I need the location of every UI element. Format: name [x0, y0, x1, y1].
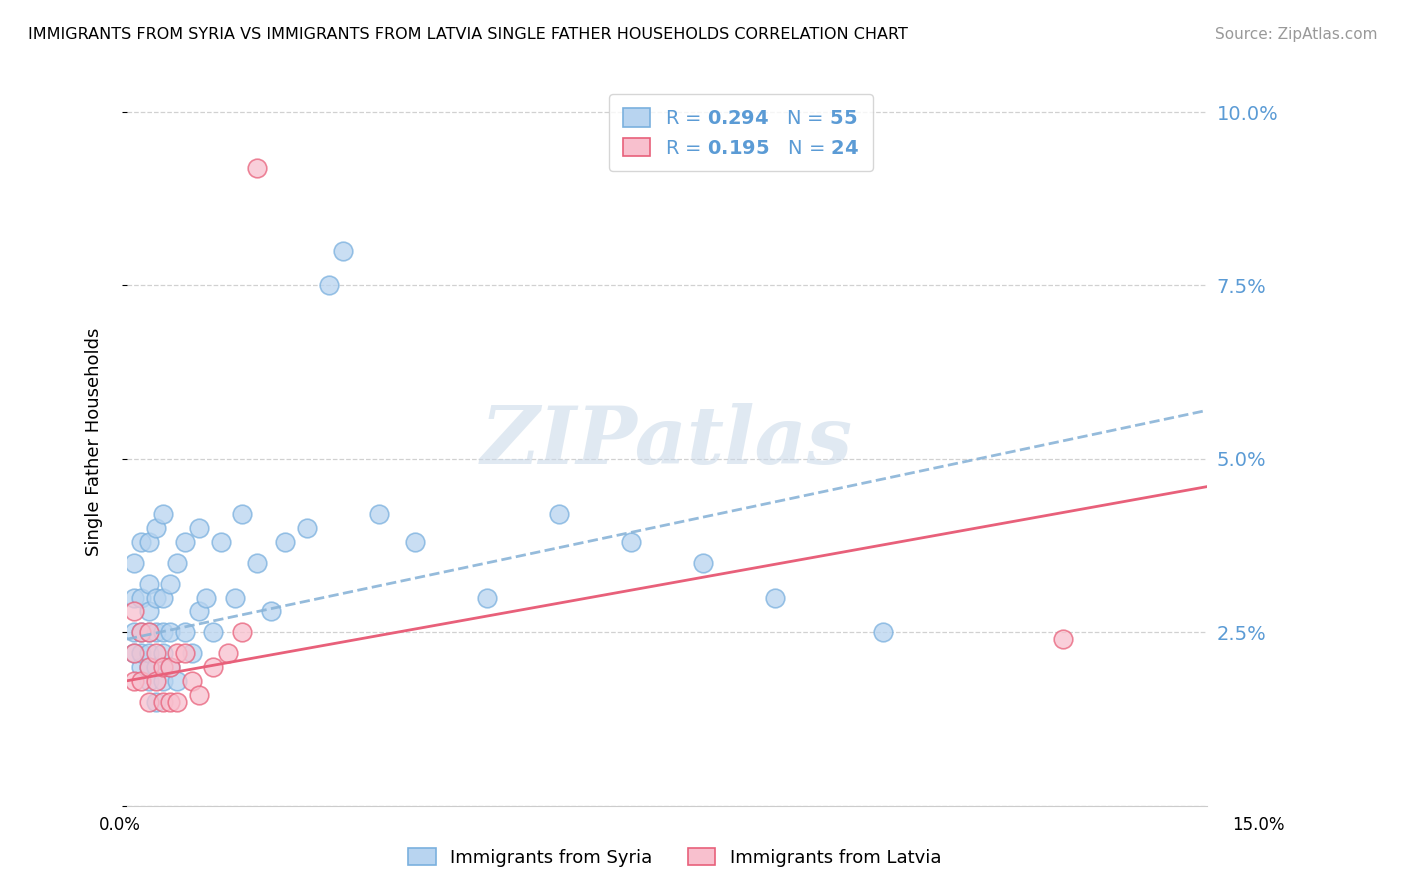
Point	[138, 673, 160, 688]
Point	[318, 278, 340, 293]
Point	[152, 508, 174, 522]
Point	[217, 646, 239, 660]
Point	[131, 660, 153, 674]
Text: Source: ZipAtlas.com: Source: ZipAtlas.com	[1215, 27, 1378, 42]
Point	[1052, 632, 1074, 647]
Point	[145, 695, 167, 709]
Point	[131, 625, 153, 640]
Y-axis label: Single Father Households: Single Father Households	[86, 327, 103, 556]
Point	[166, 695, 188, 709]
Point	[231, 508, 253, 522]
Point	[138, 625, 160, 640]
Legend: Immigrants from Syria, Immigrants from Latvia: Immigrants from Syria, Immigrants from L…	[401, 841, 949, 874]
Point	[131, 646, 153, 660]
Text: IMMIGRANTS FROM SYRIA VS IMMIGRANTS FROM LATVIA SINGLE FATHER HOUSEHOLDS CORRELA: IMMIGRANTS FROM SYRIA VS IMMIGRANTS FROM…	[28, 27, 908, 42]
Point	[122, 646, 145, 660]
Point	[166, 646, 188, 660]
Point	[152, 646, 174, 660]
Point	[332, 244, 354, 258]
Point	[159, 695, 181, 709]
Point	[368, 508, 391, 522]
Point	[138, 535, 160, 549]
Point	[872, 625, 894, 640]
Text: 15.0%: 15.0%	[1232, 816, 1285, 834]
Point	[138, 604, 160, 618]
Point	[763, 591, 786, 605]
Point	[138, 646, 160, 660]
Point	[180, 673, 202, 688]
Point	[131, 535, 153, 549]
Point	[475, 591, 498, 605]
Point	[692, 556, 714, 570]
Point	[145, 660, 167, 674]
Point	[152, 695, 174, 709]
Text: 0.0%: 0.0%	[98, 816, 141, 834]
Point	[202, 660, 225, 674]
Point	[166, 673, 188, 688]
Point	[131, 591, 153, 605]
Point	[131, 625, 153, 640]
Point	[145, 591, 167, 605]
Point	[187, 521, 209, 535]
Point	[152, 625, 174, 640]
Point	[173, 646, 195, 660]
Point	[145, 673, 167, 688]
Point	[122, 591, 145, 605]
Point	[159, 660, 181, 674]
Point	[152, 660, 174, 674]
Point	[138, 695, 160, 709]
Point	[122, 556, 145, 570]
Point	[131, 673, 153, 688]
Point	[548, 508, 571, 522]
Point	[145, 521, 167, 535]
Point	[138, 625, 160, 640]
Point	[152, 591, 174, 605]
Point	[260, 604, 283, 618]
Point	[187, 688, 209, 702]
Point	[145, 625, 167, 640]
Point	[195, 591, 218, 605]
Point	[159, 625, 181, 640]
Point	[274, 535, 297, 549]
Point	[404, 535, 426, 549]
Point	[122, 625, 145, 640]
Point	[122, 646, 145, 660]
Point	[620, 535, 643, 549]
Point	[295, 521, 318, 535]
Text: ZIPatlas: ZIPatlas	[481, 403, 853, 480]
Point	[138, 660, 160, 674]
Point	[122, 604, 145, 618]
Point	[187, 604, 209, 618]
Point	[138, 660, 160, 674]
Point	[224, 591, 246, 605]
Point	[245, 556, 267, 570]
Point	[159, 576, 181, 591]
Point	[209, 535, 232, 549]
Point	[202, 625, 225, 640]
Point	[166, 556, 188, 570]
Point	[231, 625, 253, 640]
Point	[138, 576, 160, 591]
Legend: R = $\mathbf{0.294}$   N = $\mathbf{55}$, R = $\mathbf{0.195}$   N = $\mathbf{24: R = $\mathbf{0.294}$ N = $\mathbf{55}$, …	[609, 95, 873, 171]
Point	[180, 646, 202, 660]
Point	[173, 535, 195, 549]
Point	[159, 660, 181, 674]
Point	[173, 625, 195, 640]
Point	[245, 161, 267, 175]
Point	[122, 673, 145, 688]
Point	[145, 646, 167, 660]
Point	[152, 673, 174, 688]
